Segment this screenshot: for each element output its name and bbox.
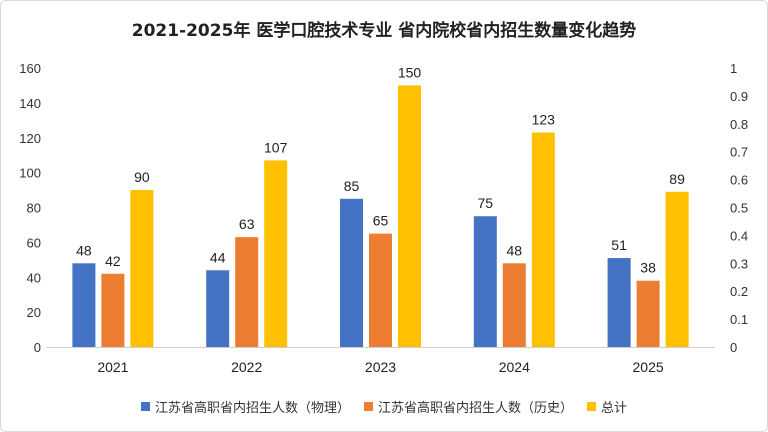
bar (264, 160, 288, 347)
y-tick-label: 160 (19, 61, 41, 76)
data-label: 107 (264, 139, 288, 155)
x-tick-label: 2025 (633, 359, 664, 375)
data-label: 42 (105, 253, 121, 269)
y-tick-label: 0 (34, 340, 41, 355)
data-label: 123 (532, 112, 556, 128)
legend: 江苏省高职省内招生人数（物理） 江苏省高职省内招生人数（历史） 总计 (1, 397, 767, 416)
data-label: 63 (239, 216, 255, 232)
bar (502, 263, 526, 347)
bar (235, 237, 259, 347)
bar (130, 190, 154, 347)
bar (636, 280, 660, 347)
axes: 0 20 40 60 80 100 120 140 160 0 0.1 0.2 0.3 0.4 0.5 0.6… (19, 61, 748, 375)
legend-label: 江苏省高职省内招生人数（物理） (154, 401, 350, 416)
y-tick-label: 140 (19, 96, 41, 111)
legend-swatch (363, 402, 373, 411)
bar (531, 132, 555, 347)
data-label: 48 (76, 242, 92, 258)
bar (340, 198, 363, 347)
x-tick-label: 2023 (365, 359, 396, 375)
x-tick-label: 2024 (499, 359, 530, 375)
y2-tick-label: 0.5 (730, 201, 748, 216)
y2-tick-label: 0.7 (730, 145, 748, 160)
x-tick-label: 2022 (231, 359, 262, 375)
data-label: 38 (640, 260, 656, 276)
bar (398, 85, 421, 347)
data-labels: 48 42 90 44 63 107 85 65 150 75 48 123 51 38 89 (76, 64, 685, 275)
y2-tick-label: 0.4 (730, 228, 748, 243)
y2-tick-label: 1 (730, 61, 737, 76)
bars (72, 85, 689, 347)
data-label: 75 (478, 195, 494, 211)
data-label: 48 (507, 242, 523, 258)
data-label: 85 (344, 178, 360, 194)
legend-label: 总计 (601, 401, 628, 416)
bar (369, 233, 392, 347)
data-label: 89 (669, 171, 685, 187)
y-tick-label: 80 (27, 201, 41, 216)
legend-item: 总计 (587, 397, 627, 416)
x-tick-label: 2021 (97, 359, 128, 375)
data-label: 51 (611, 237, 627, 253)
y-tick-label: 120 (19, 131, 41, 146)
y2-tick-label: 0.3 (730, 256, 748, 271)
y2-tick-label: 0.2 (730, 284, 748, 299)
data-label: 44 (210, 249, 226, 265)
data-label: 65 (373, 213, 389, 229)
legend-label: 江苏省高职省内招生人数（历史） (377, 401, 573, 416)
bar (607, 258, 631, 347)
y2-tick-label: 0.8 (730, 117, 748, 132)
bar (665, 191, 689, 347)
legend-item: 江苏省高职省内招生人数（物理） (140, 397, 350, 416)
legend-swatch (140, 402, 150, 411)
y2-tick-label: 0.6 (730, 173, 748, 188)
bar (473, 216, 497, 347)
y2-tick-label: 0.1 (730, 312, 748, 327)
y2-tick-label: 0.9 (730, 89, 748, 104)
data-label: 150 (398, 64, 422, 80)
bar (101, 273, 125, 347)
y-tick-label: 20 (27, 305, 41, 320)
bar (72, 263, 96, 347)
bar (206, 270, 230, 347)
chart-title: 2021-2025年 医学口腔技术专业 省内院校省内招生数量变化趋势 (131, 21, 637, 41)
y-tick-label: 100 (19, 166, 41, 181)
y2-tick-label: 0 (730, 340, 737, 355)
data-label: 90 (134, 169, 150, 185)
legend-swatch (587, 402, 596, 411)
legend-item: 江苏省高职省内招生人数（历史） (363, 397, 573, 416)
y-tick-label: 40 (27, 270, 41, 285)
y-tick-label: 60 (27, 235, 41, 250)
